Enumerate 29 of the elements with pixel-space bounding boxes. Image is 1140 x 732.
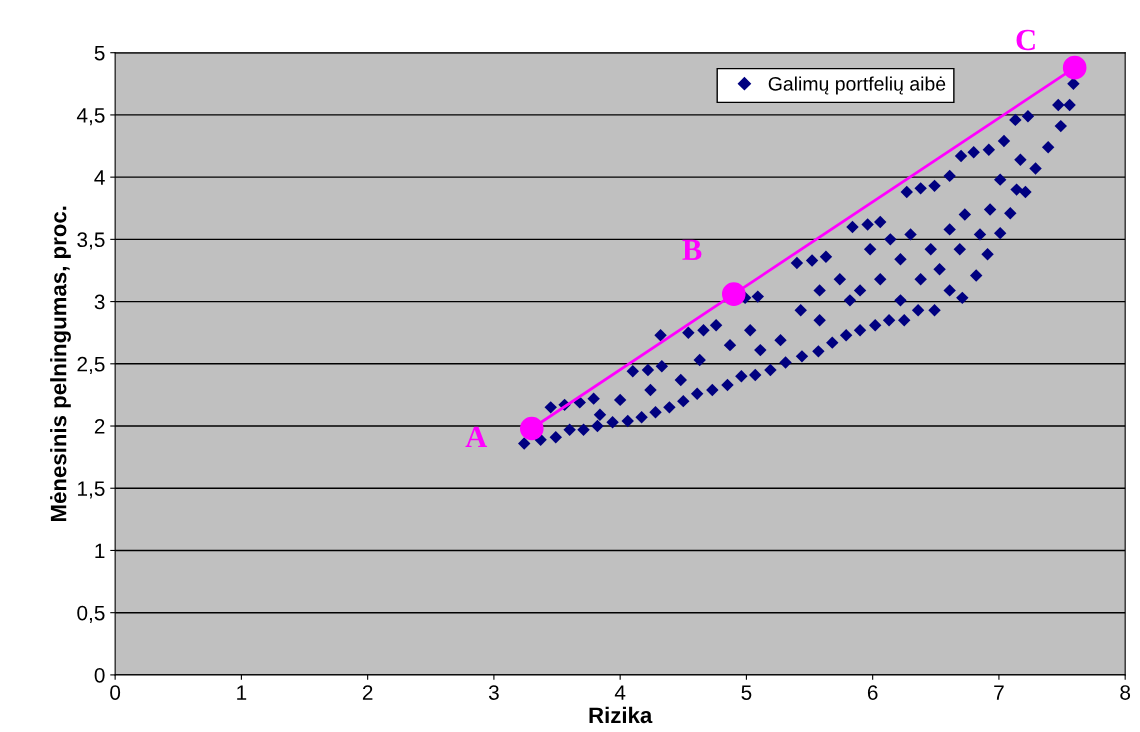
y-tick-label: 2 — [94, 419, 105, 434]
x-axis-title: Rizika — [589, 706, 653, 724]
x-tick-label: 8 — [1120, 685, 1131, 700]
y-tick-label: 5 — [94, 45, 105, 61]
point — [721, 282, 746, 306]
point — [519, 416, 544, 441]
y-tick-label: 4,5 — [76, 108, 105, 126]
annotation: A — [465, 426, 488, 447]
y-tick-label: 0,5 — [77, 605, 105, 623]
y-tick-label: 1 — [95, 543, 105, 559]
y-tick-label: 3 — [94, 294, 105, 310]
y-tick-label: 4 — [94, 170, 105, 185]
x-tick-label: 7 — [994, 685, 1004, 700]
x-tick-label: 0 — [110, 685, 121, 700]
y-tick-label: 3,5 — [77, 232, 105, 250]
x-tick-label: 6 — [867, 685, 878, 700]
x-tick-label: 3 — [488, 685, 499, 700]
x-tick-label: 2 — [362, 685, 373, 700]
x-tick-label: 4 — [614, 685, 626, 700]
annotation: C — [1016, 29, 1035, 51]
point — [1062, 55, 1087, 80]
y-tick-label: 2,5 — [77, 356, 105, 375]
annotation: B — [682, 239, 702, 260]
y-axis-title: Mėnesinis pelningumas, proc. — [50, 206, 71, 521]
x-tick-label: 5 — [741, 685, 752, 700]
x-tick-label: 1 — [237, 685, 247, 700]
y-tick-label: 0 — [94, 667, 105, 683]
y-tick-label: 1,5 — [78, 481, 105, 499]
legend-label: Galimų portfelių aibė — [768, 76, 946, 95]
